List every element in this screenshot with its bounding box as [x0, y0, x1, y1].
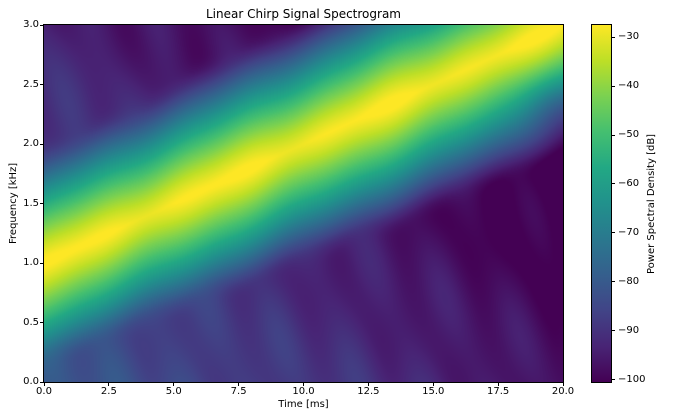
y-tick-label: 0.5	[23, 316, 39, 328]
colorbar-tick-mark	[611, 232, 615, 234]
x-tick-mark	[303, 382, 304, 386]
x-axis-label: Time [ms]	[278, 399, 329, 410]
y-tick-mark	[40, 203, 44, 204]
y-tick-mark	[40, 322, 44, 323]
colorbar-tick-label: −30	[618, 31, 640, 43]
plot-area	[44, 25, 563, 382]
colorbar-tick-label: −70	[618, 226, 640, 238]
x-tick-mark	[562, 382, 564, 386]
y-tick-mark	[40, 262, 44, 264]
y-tick-mark	[40, 24, 44, 26]
colorbar-tick-label: −80	[618, 275, 640, 287]
x-tick-label: 20.0	[551, 386, 575, 397]
y-tick-mark	[40, 381, 44, 383]
x-tick-label: 5.0	[165, 386, 182, 397]
colorbar-tick-mark	[611, 330, 615, 332]
x-tick-label: 12.5	[357, 386, 380, 397]
x-tick-label: 15.0	[422, 386, 445, 397]
colorbar	[592, 25, 611, 382]
colorbar-tick-label: −40	[618, 80, 640, 92]
y-tick-mark	[40, 84, 44, 85]
x-tick-label: 2.5	[100, 386, 117, 397]
y-tick-label: 2.5	[23, 78, 39, 90]
y-tick-label: 3.0	[23, 19, 39, 30]
y-tick-label: 0.0	[23, 376, 39, 387]
colorbar-tick-mark	[611, 281, 615, 283]
colorbar-tick-mark	[611, 36, 615, 38]
colorbar-label: Power Spectral Density [dB]	[646, 133, 657, 274]
x-tick-mark	[43, 382, 45, 386]
colorbar-tick-mark	[611, 379, 615, 381]
x-tick-mark	[173, 382, 175, 386]
x-tick-mark	[108, 382, 110, 386]
colorbar-tick-label: −100	[618, 373, 646, 385]
colorbar-tick-label: −60	[618, 177, 640, 189]
y-axis-label: Frequency [kHz]	[8, 162, 19, 245]
plot-title: Linear Chirp Signal Spectrogram	[206, 7, 401, 21]
colorbar-tick-mark	[611, 85, 615, 87]
x-tick-mark	[497, 382, 499, 386]
x-tick-label: 10.0	[292, 386, 315, 397]
x-tick-label: 7.5	[230, 386, 247, 397]
x-tick-mark	[238, 382, 240, 386]
x-tick-mark	[432, 382, 434, 386]
y-tick-mark	[40, 143, 44, 145]
x-tick-label: 0.0	[36, 386, 52, 397]
spectrogram-canvas	[44, 25, 563, 382]
colorbar-tick-label: −50	[618, 129, 640, 141]
colorbar-tick-mark	[611, 183, 615, 185]
y-tick-label: 2.0	[23, 138, 39, 149]
colorbar-tick-label: −90	[618, 324, 640, 336]
x-tick-label: 17.5	[486, 386, 510, 397]
x-tick-mark	[367, 382, 369, 386]
colorbar-tick-mark	[611, 134, 615, 136]
y-tick-label: 1.5	[23, 197, 39, 209]
y-tick-label: 1.0	[23, 257, 39, 268]
